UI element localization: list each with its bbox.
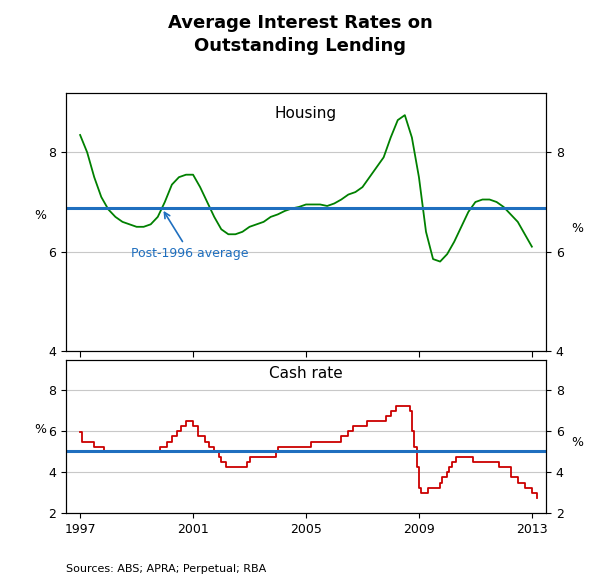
Y-axis label: %: % — [34, 209, 46, 222]
Y-axis label: %: % — [572, 436, 584, 450]
Text: Average Interest Rates on
Outstanding Lending: Average Interest Rates on Outstanding Le… — [167, 14, 433, 55]
Y-axis label: %: % — [572, 222, 584, 235]
Y-axis label: %: % — [34, 423, 46, 436]
Text: Housing: Housing — [275, 106, 337, 121]
Text: Post-1996 average: Post-1996 average — [131, 212, 248, 260]
Text: Sources: ABS; APRA; Perpetual; RBA: Sources: ABS; APRA; Perpetual; RBA — [66, 564, 266, 574]
Text: Cash rate: Cash rate — [269, 366, 343, 380]
